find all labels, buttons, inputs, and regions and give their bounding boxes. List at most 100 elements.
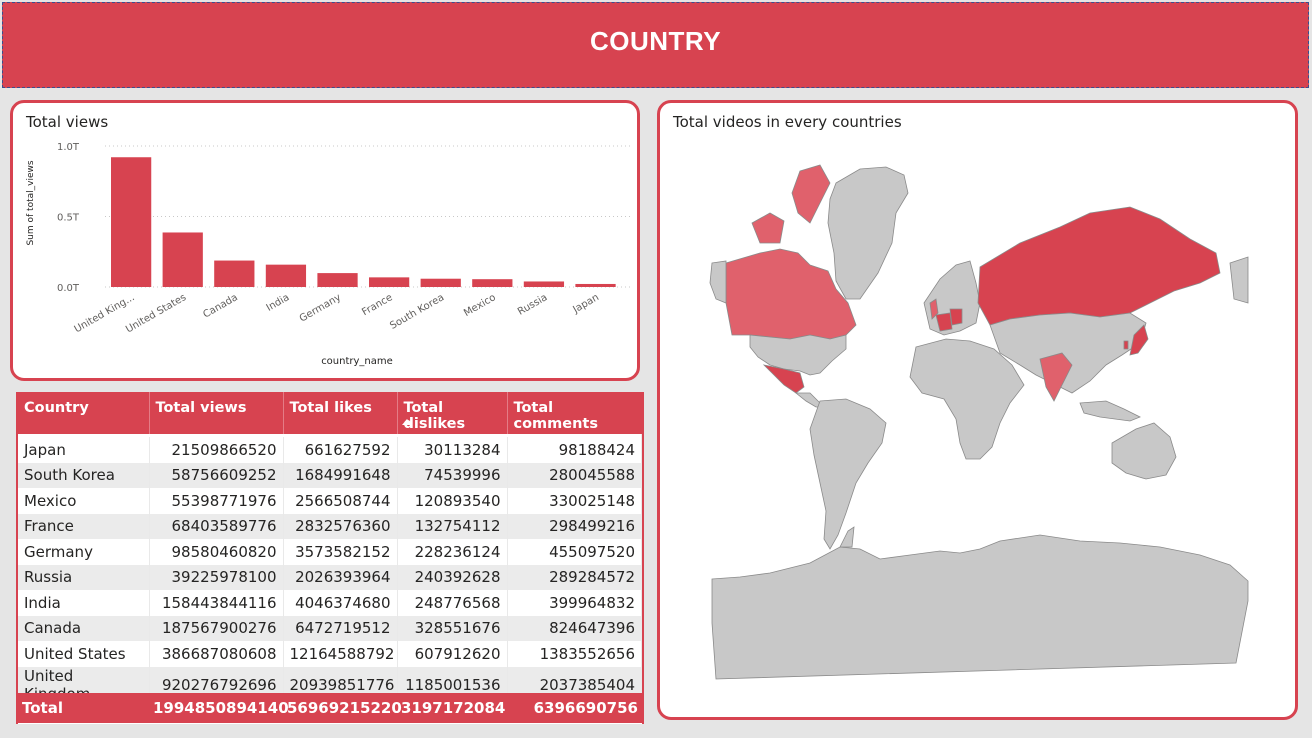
bar[interactable] bbox=[369, 277, 410, 287]
column-header-total-comments[interactable]: Total comments bbox=[507, 392, 642, 434]
country-stats-table[interactable]: Country Total views Total likes Total di… bbox=[16, 392, 644, 724]
total-comments-cell: 6396690756 bbox=[505, 693, 644, 723]
total-views-chart-card[interactable]: Total views 0.0T 0.5T 1.0T United King... U… bbox=[10, 100, 640, 381]
table-row[interactable]: France 68403589776 2832576360 132754112 2984… bbox=[18, 513, 642, 539]
y-tick-label: 0.0T bbox=[57, 283, 80, 294]
page-title: COUNTRY bbox=[589, 25, 722, 56]
cell-country: United States bbox=[18, 641, 150, 667]
x-tick-label: France bbox=[360, 292, 394, 318]
table-row[interactable]: United States 386687080608 12164588792 6079… bbox=[18, 641, 642, 667]
africa-shape[interactable] bbox=[909, 338, 1025, 460]
spacer-cell bbox=[18, 434, 642, 437]
column-header-total-views[interactable]: Total views bbox=[149, 392, 284, 434]
x-tick-label: Germany bbox=[298, 292, 343, 325]
total-views-bar-chart[interactable]: 0.0T0.5T1.0T United King...United States… bbox=[13, 103, 637, 378]
world-map[interactable] bbox=[660, 103, 1295, 717]
world-map-card[interactable]: Total videos in every countries bbox=[657, 100, 1298, 720]
column-header-country[interactable]: Country bbox=[18, 392, 150, 434]
cell-dislikes: 120893540 bbox=[397, 488, 508, 514]
se-asia-islands[interactable] bbox=[1079, 400, 1141, 422]
total-likes-cell: 56969215220 bbox=[281, 693, 402, 723]
cell-country: Mexico bbox=[18, 488, 150, 514]
cell-views: 68403589776 bbox=[149, 513, 284, 539]
cell-country: South Korea bbox=[18, 462, 150, 488]
siberia-east-shape[interactable] bbox=[1229, 256, 1249, 304]
canada-arctic-islands-2[interactable] bbox=[751, 212, 785, 244]
y-axis-label: Sum of total_views bbox=[26, 160, 36, 245]
cell-dislikes: 328551676 bbox=[397, 615, 508, 641]
bar[interactable] bbox=[472, 279, 513, 287]
usa-shape[interactable] bbox=[749, 334, 847, 376]
total-views-cell: 1994850894140 bbox=[147, 693, 289, 723]
y-tick-label: 0.5T bbox=[57, 213, 80, 224]
cell-dislikes: 607912620 bbox=[397, 641, 508, 667]
mexico-shape[interactable] bbox=[762, 364, 805, 394]
bar[interactable] bbox=[162, 232, 203, 287]
cell-views: 55398771976 bbox=[149, 488, 284, 514]
table-total-row: Total 1994850894140 56969215220 31971720… bbox=[16, 693, 644, 723]
cell-comments: 280045588 bbox=[507, 462, 642, 488]
uk-shape[interactable] bbox=[929, 298, 939, 320]
cell-likes: 2566508744 bbox=[283, 488, 398, 514]
antarctica-shape[interactable] bbox=[711, 534, 1249, 680]
x-tick-label: Mexico bbox=[462, 292, 498, 319]
chart-title: Total views bbox=[26, 113, 109, 131]
cell-views: 98580460820 bbox=[149, 539, 284, 565]
cell-views: 21509866520 bbox=[149, 437, 284, 463]
asia-shape[interactable] bbox=[989, 312, 1147, 394]
cell-likes: 1684991648 bbox=[283, 462, 398, 488]
table-row[interactable]: Mexico 55398771976 2566508744 120893540 3300… bbox=[18, 488, 642, 514]
cell-views: 58756609252 bbox=[149, 462, 284, 488]
canada-shape[interactable] bbox=[725, 248, 857, 340]
south-america-shape[interactable] bbox=[809, 398, 887, 550]
australia-shape[interactable] bbox=[1111, 422, 1177, 480]
bar[interactable] bbox=[111, 157, 152, 287]
bar[interactable] bbox=[523, 281, 565, 287]
greenland-shape[interactable] bbox=[827, 166, 909, 300]
cell-comments: 298499216 bbox=[507, 513, 642, 539]
table-row[interactable]: South Korea 58756609252 1684991648 74539996… bbox=[18, 462, 642, 488]
column-header-total-dislikes[interactable]: Total dislikes bbox=[397, 392, 508, 434]
cell-comments: 455097520 bbox=[507, 539, 642, 565]
alaska-shape[interactable] bbox=[709, 260, 727, 304]
cell-likes: 6472719512 bbox=[283, 615, 398, 641]
cell-country: Canada bbox=[18, 615, 150, 641]
bar[interactable] bbox=[214, 260, 255, 287]
russia-shape[interactable] bbox=[977, 206, 1221, 326]
germany-shape[interactable] bbox=[949, 308, 963, 326]
cell-likes: 2832576360 bbox=[283, 513, 398, 539]
table-row[interactable]: Russia 39225978100 2026393964 240392628 2892… bbox=[18, 564, 642, 590]
cell-dislikes: 248776568 bbox=[397, 590, 508, 616]
cell-views: 386687080608 bbox=[149, 641, 284, 667]
table-row[interactable]: Germany 98580460820 3573582152 228236124 455… bbox=[18, 539, 642, 565]
canada-arctic-islands[interactable] bbox=[791, 164, 831, 224]
cell-dislikes: 240392628 bbox=[397, 564, 508, 590]
cell-dislikes: 30113284 bbox=[397, 437, 508, 463]
bar[interactable] bbox=[420, 278, 461, 287]
cell-likes: 661627592 bbox=[283, 437, 398, 463]
table-row[interactable]: Canada 187567900276 6472719512 328551676 824… bbox=[18, 615, 642, 641]
bar[interactable] bbox=[317, 273, 358, 287]
india-shape[interactable] bbox=[1039, 352, 1073, 402]
table-row[interactable]: Japan 21509866520 661627592 30113284 9818842… bbox=[18, 437, 642, 463]
france-shape[interactable] bbox=[935, 312, 953, 332]
cell-comments: 98188424 bbox=[507, 437, 642, 463]
antarctica-peninsula[interactable] bbox=[839, 526, 855, 548]
table-header-row: Country Total views Total likes Total di… bbox=[18, 392, 642, 434]
cell-comments: 824647396 bbox=[507, 615, 642, 641]
sort-ascending-icon[interactable] bbox=[401, 419, 412, 425]
cell-country: Japan bbox=[18, 437, 150, 463]
table-row[interactable]: India 158443844116 4046374680 248776568 3999… bbox=[18, 590, 642, 616]
cell-country: Germany bbox=[18, 539, 150, 565]
japan-shape[interactable] bbox=[1129, 324, 1149, 356]
bar[interactable] bbox=[265, 264, 307, 287]
cell-likes: 12164588792 bbox=[283, 641, 398, 667]
column-header-label: Total dislikes bbox=[403, 400, 466, 432]
bar[interactable] bbox=[575, 283, 616, 287]
south-korea-shape[interactable] bbox=[1123, 340, 1129, 350]
cell-views: 158443844116 bbox=[149, 590, 284, 616]
cell-dislikes: 74539996 bbox=[397, 462, 508, 488]
column-header-total-likes[interactable]: Total likes bbox=[283, 392, 398, 434]
total-label: Total bbox=[16, 693, 147, 723]
y-tick-label: 1.0T bbox=[57, 142, 80, 153]
